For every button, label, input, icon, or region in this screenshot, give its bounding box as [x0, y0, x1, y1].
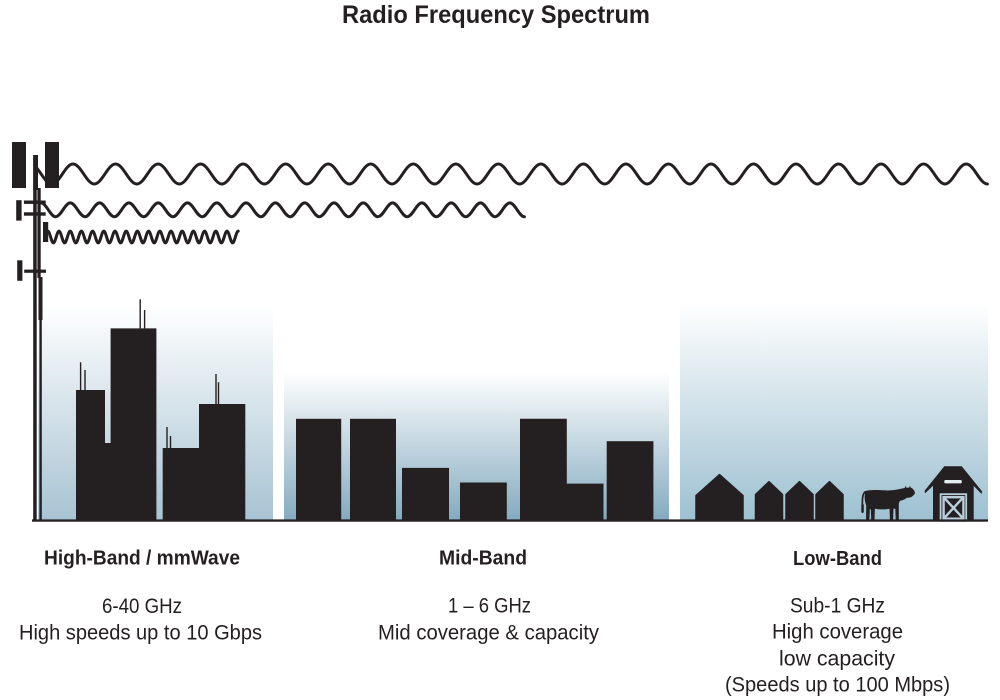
svg-text:Mid-Band: Mid-Band	[439, 548, 527, 570]
svg-text:Low-Band: Low-Band	[793, 548, 882, 570]
svg-text:1 – 6 GHz: 1 – 6 GHz	[448, 594, 531, 618]
svg-text:Mid coverage & capacity: Mid coverage & capacity	[378, 621, 599, 645]
svg-text:6-40 GHz: 6-40 GHz	[102, 594, 182, 618]
svg-text:High-Band / mmWave: High-Band / mmWave	[44, 548, 240, 570]
svg-text:High speeds up to 10 Gbps: High speeds up to 10 Gbps	[19, 621, 262, 645]
svg-text:(Speeds up to 100 Mbps): (Speeds up to 100 Mbps)	[725, 673, 950, 697]
svg-text:low capacity: low capacity	[779, 647, 895, 671]
svg-text:Sub-1 GHz: Sub-1 GHz	[790, 594, 885, 618]
svg-text:High coverage: High coverage	[772, 620, 903, 644]
svg-text:Radio Frequency Spectrum: Radio Frequency Spectrum	[342, 1, 650, 29]
